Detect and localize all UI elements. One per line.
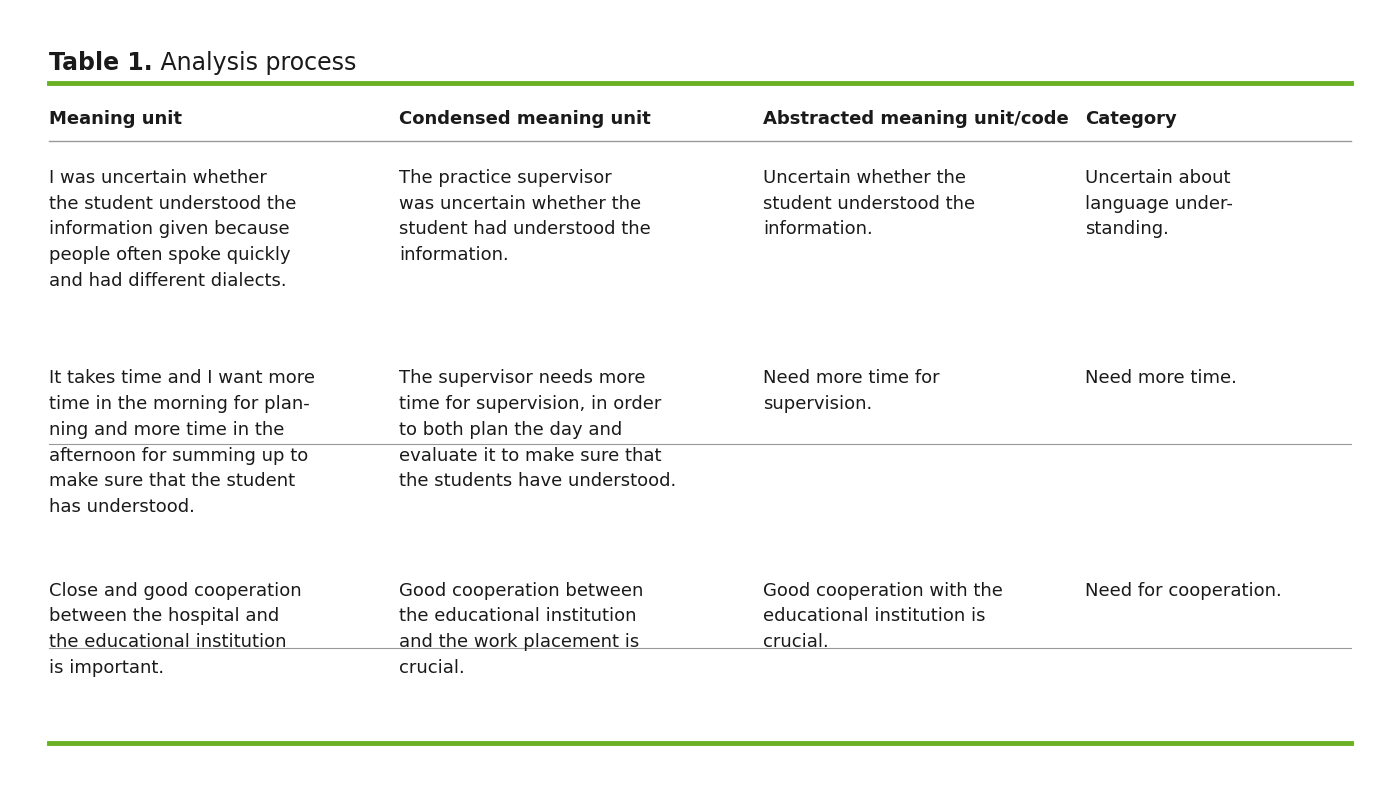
Text: Need for cooperation.: Need for cooperation. xyxy=(1085,582,1282,600)
Text: Uncertain whether the
student understood the
information.: Uncertain whether the student understood… xyxy=(763,169,976,238)
Text: Need more time for
supervision.: Need more time for supervision. xyxy=(763,369,939,413)
Text: Category: Category xyxy=(1085,110,1177,128)
Text: Table 1.: Table 1. xyxy=(49,51,153,75)
Text: Good cooperation between
the educational institution
and the work placement is
c: Good cooperation between the educational… xyxy=(399,582,644,677)
Text: Abstracted meaning unit/code: Abstracted meaning unit/code xyxy=(763,110,1068,128)
Text: I was uncertain whether
the student understood the
information given because
peo: I was uncertain whether the student unde… xyxy=(49,169,297,290)
Text: Good cooperation with the
educational institution is
crucial.: Good cooperation with the educational in… xyxy=(763,582,1002,651)
Text: Close and good cooperation
between the hospital and
the educational institution
: Close and good cooperation between the h… xyxy=(49,582,301,677)
Text: Analysis process: Analysis process xyxy=(153,51,356,75)
Text: The practice supervisor
was uncertain whether the
student had understood the
inf: The practice supervisor was uncertain wh… xyxy=(399,169,651,264)
Text: Uncertain about
language under-
standing.: Uncertain about language under- standing… xyxy=(1085,169,1233,238)
Text: Need more time.: Need more time. xyxy=(1085,369,1236,387)
Text: It takes time and I want more
time in the morning for plan-
ning and more time i: It takes time and I want more time in th… xyxy=(49,369,315,516)
Text: Meaning unit: Meaning unit xyxy=(49,110,182,128)
Text: Condensed meaning unit: Condensed meaning unit xyxy=(399,110,651,128)
Text: The supervisor needs more
time for supervision, in order
to both plan the day an: The supervisor needs more time for super… xyxy=(399,369,676,490)
